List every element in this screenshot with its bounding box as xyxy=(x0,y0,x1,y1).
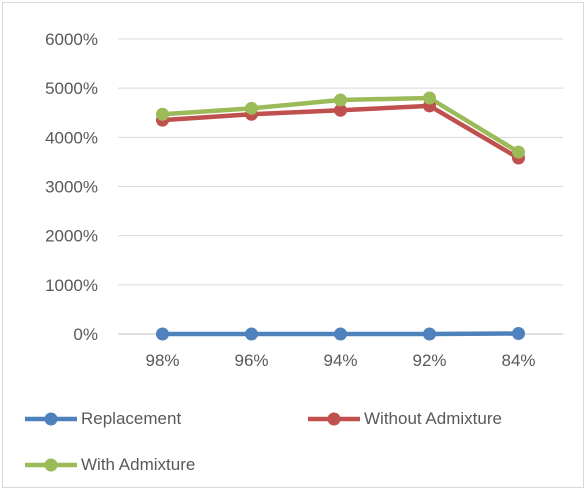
x-tick-label: 92% xyxy=(412,351,446,370)
data-point xyxy=(245,327,258,341)
legend-label: Replacement xyxy=(81,409,182,428)
legend-marker xyxy=(44,412,58,426)
legend-marker xyxy=(44,458,58,472)
legend-item: Without Admixture xyxy=(306,405,502,433)
y-tick-label: 5000% xyxy=(45,79,98,98)
y-tick-label: 6000% xyxy=(45,30,98,49)
x-tick-label: 98% xyxy=(145,351,179,370)
series-points xyxy=(156,91,525,341)
data-point xyxy=(423,327,436,341)
x-tick-label: 94% xyxy=(323,351,357,370)
legend: Replacement Without Admixture With Admixtu… xyxy=(23,401,578,481)
x-axis-tick-labels: 98% 96% 94% 92% 84% xyxy=(145,351,535,370)
legend-item: Replacement xyxy=(23,405,181,433)
y-tick-label: 1000% xyxy=(45,276,98,295)
data-point xyxy=(156,107,169,121)
data-point xyxy=(512,327,525,341)
line-chart: 0%1000%2000%3000%4000%5000%6000% 98% 96% 9… xyxy=(45,30,563,370)
y-tick-label: 3000% xyxy=(45,178,98,197)
data-point xyxy=(245,101,258,115)
legend-swatch xyxy=(25,412,77,426)
legend-item: With Admixture xyxy=(23,451,195,479)
x-tick-label: 96% xyxy=(234,351,268,370)
gridlines xyxy=(118,38,563,335)
legend-swatch xyxy=(25,458,77,472)
data-point xyxy=(334,93,347,107)
y-tick-label: 2000% xyxy=(45,227,98,246)
legend-label: Without Admixture xyxy=(364,409,502,428)
x-tick-label: 84% xyxy=(501,351,535,370)
data-point xyxy=(512,145,525,159)
legend-label: With Admixture xyxy=(81,455,196,474)
legend-swatch xyxy=(308,412,360,426)
series-lines xyxy=(162,95,520,337)
legend-marker xyxy=(327,412,341,426)
data-point xyxy=(334,327,347,341)
data-point xyxy=(423,91,436,105)
data-point xyxy=(334,103,347,117)
y-tick-label: 0% xyxy=(73,325,98,344)
y-tick-label: 4000% xyxy=(45,128,98,147)
y-axis-tick-labels: 0% 1000% 2000% 3000% 4000% 5000% 6000% xyxy=(45,30,98,344)
data-point xyxy=(156,327,169,341)
